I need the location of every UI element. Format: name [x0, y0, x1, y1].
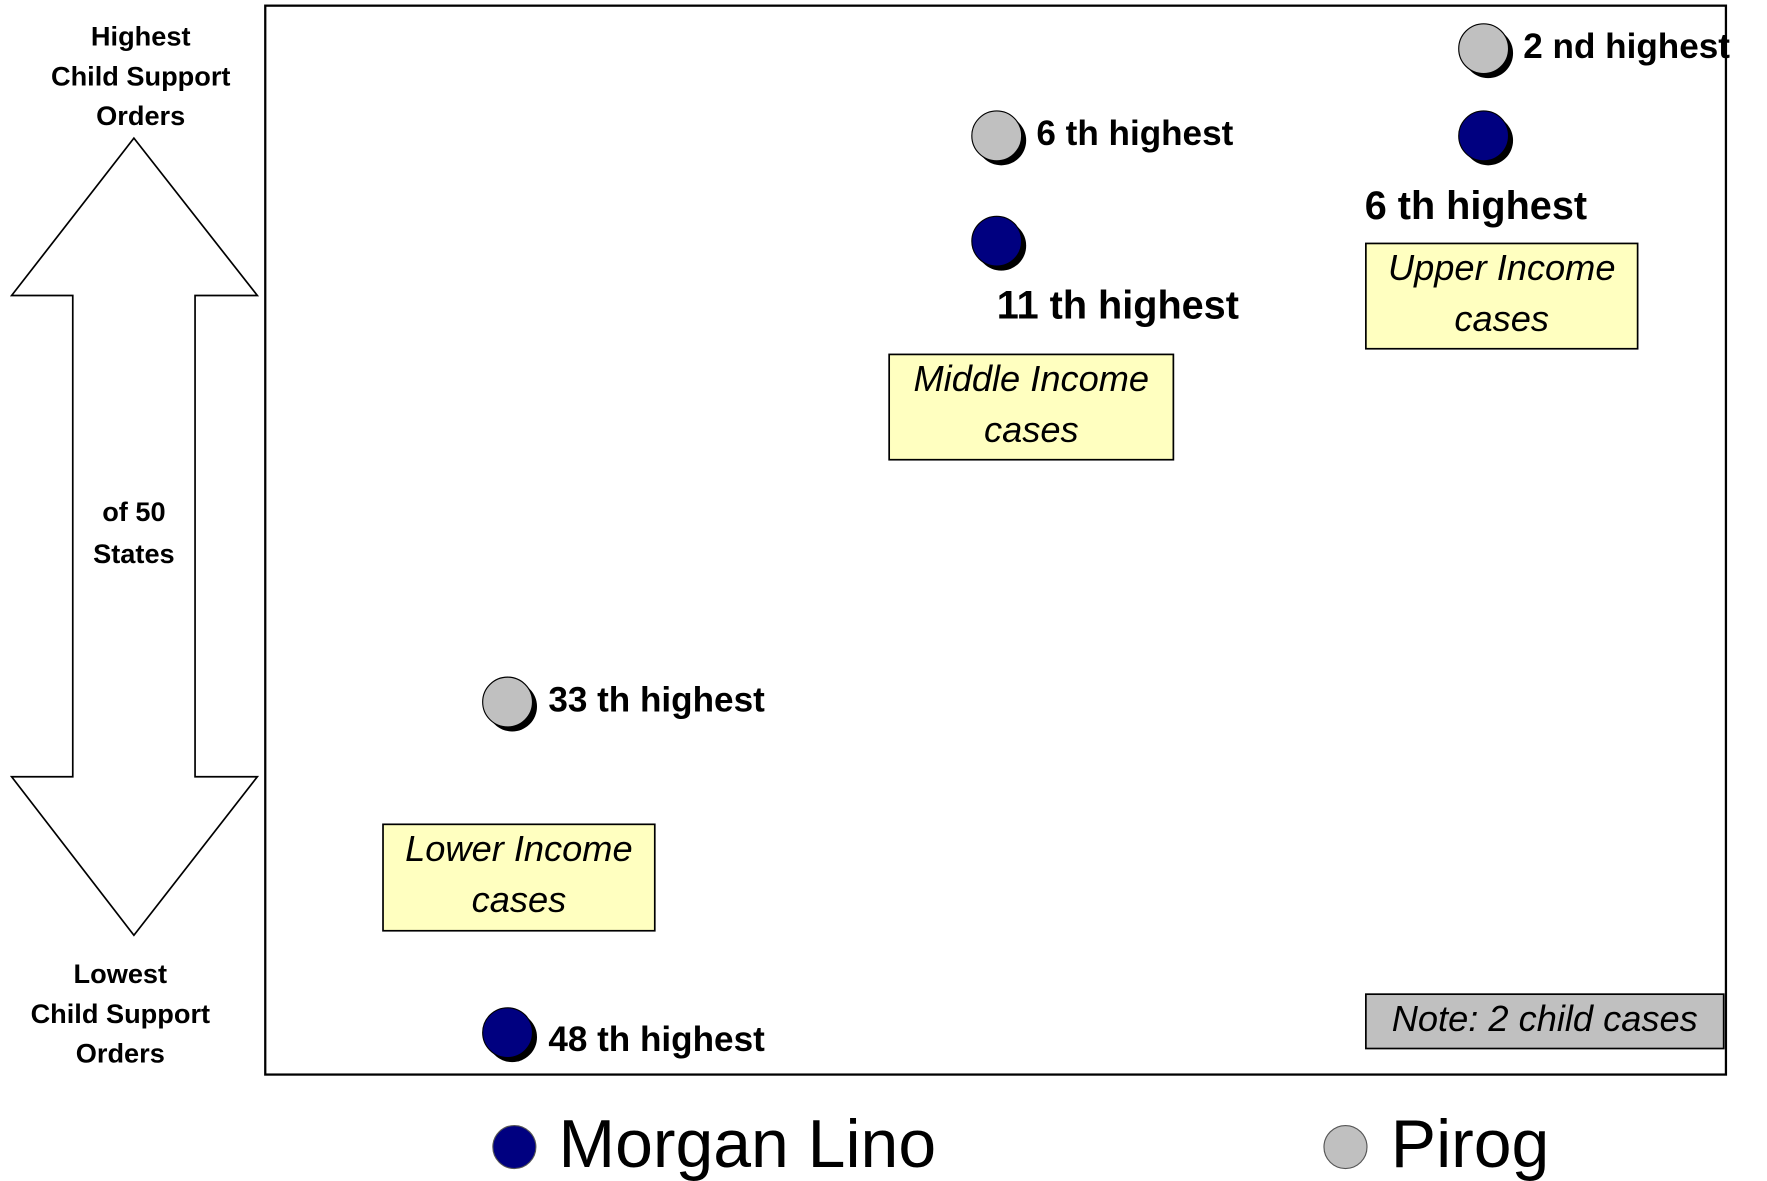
legend-label: Pirog	[1391, 1107, 1550, 1181]
axis-label: of 50	[102, 496, 165, 527]
point	[1458, 23, 1510, 75]
group-label: cases	[984, 409, 1079, 450]
point	[1458, 110, 1510, 162]
group-box	[382, 823, 656, 932]
point-label: 6 th highest	[1365, 184, 1587, 228]
note-box	[1365, 993, 1725, 1050]
point-label: 11 th highest	[997, 283, 1239, 327]
axis-label: Child Support	[51, 60, 231, 91]
point	[971, 110, 1023, 162]
axis-label: States	[93, 538, 175, 569]
point	[482, 676, 534, 728]
axis-label: Lowest	[74, 958, 168, 989]
legend-marker	[492, 1124, 537, 1170]
axis-label: Orders	[96, 100, 185, 131]
double-arrow	[9, 136, 260, 937]
legend-label: Morgan Lino	[559, 1107, 937, 1181]
group-label: Upper Income	[1388, 247, 1615, 288]
group-label: Lower Income	[405, 828, 632, 869]
point	[482, 1007, 534, 1059]
group-label: cases	[1454, 298, 1549, 339]
axis-label: Child Support	[31, 998, 211, 1029]
group-box	[1365, 242, 1639, 350]
note: Note: 2 child cases	[1392, 998, 1698, 1039]
point-label: 33 th highest	[548, 680, 765, 719]
point	[971, 215, 1023, 267]
axis-label: Highest	[91, 21, 191, 52]
group-label: Middle Income	[914, 358, 1150, 399]
group-box	[888, 353, 1175, 461]
point-label: 2 nd highest	[1523, 27, 1730, 66]
axis-label: Orders	[76, 1037, 165, 1068]
legend-marker	[1323, 1124, 1368, 1170]
point-label: 6 th highest	[1036, 114, 1233, 153]
group-label: cases	[472, 879, 567, 920]
point-label: 48 th highest	[548, 1020, 765, 1059]
